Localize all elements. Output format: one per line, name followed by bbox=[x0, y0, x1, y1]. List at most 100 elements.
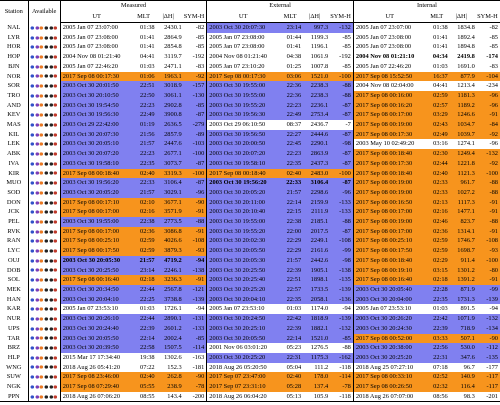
delta-h-cell: 1691.0 bbox=[447, 61, 475, 72]
delta-h-cell: 111.2 bbox=[301, 362, 329, 373]
mlt-cell: 22:35 bbox=[425, 294, 448, 305]
delta-h-cell: 2298.6 bbox=[301, 187, 329, 198]
available-cell bbox=[28, 129, 61, 140]
sym-h-cell: -121 bbox=[181, 284, 208, 295]
mlt-cell: 02:32 bbox=[425, 382, 448, 392]
sym-h-cell: -88 bbox=[181, 217, 208, 227]
ut-cell: 2017 Sep 07 23:31:10 bbox=[206, 382, 280, 392]
delta-h-cell: 1196.1 bbox=[301, 42, 329, 53]
table-row: BRZ 2003 Oct 30 20:39:50 22:58 1507.5 -114 20… bbox=[0, 343, 500, 353]
ut-cell: 2003 Oct 30 19:56:30 bbox=[60, 110, 133, 121]
ut-cell: 2003 Oct 30 20:26:20 bbox=[353, 314, 426, 324]
ut-cell: 2017 Sep 08 00:25:10 bbox=[60, 236, 133, 247]
delta-h-cell: 1905.1 bbox=[301, 265, 329, 276]
delta-h-cell: 3236.3 bbox=[154, 275, 182, 285]
available-cell bbox=[28, 294, 61, 305]
ut-cell: 2017 Sep 08 00:16:40 bbox=[353, 275, 426, 285]
ut-cell: 2003 Oct 30 20:01:50 bbox=[60, 81, 133, 91]
sym-h-cell: -234 bbox=[474, 81, 500, 91]
mlt-cell: 22:35 bbox=[279, 158, 302, 169]
availability-dots bbox=[30, 170, 59, 177]
ut-cell: 2017 Sep 08 00:17:00 bbox=[353, 207, 426, 218]
availability-dots bbox=[30, 189, 59, 196]
delta-h-cell: 1746.7 bbox=[447, 236, 475, 247]
sym-h-cell: -94 bbox=[181, 255, 208, 266]
ut-cell: 2003 Oct 30 20:00:50 bbox=[206, 139, 280, 150]
sym-h-cell: -92 bbox=[474, 129, 500, 140]
availability-dots bbox=[30, 180, 59, 187]
available-cell bbox=[28, 100, 61, 111]
delta-h-cell: 2854.8 bbox=[154, 42, 182, 53]
sym-h-cell: -100 bbox=[474, 255, 500, 266]
delta-h-cell: 1034.7 bbox=[447, 120, 475, 130]
availability-dots bbox=[30, 44, 59, 51]
mlt-cell: 22:14 bbox=[279, 333, 302, 344]
available-cell bbox=[28, 323, 61, 334]
delta-h-cell: 2238.3 bbox=[301, 90, 329, 101]
station-cell: TRO bbox=[0, 90, 29, 101]
delta-h-cell: 1175.3 bbox=[301, 352, 329, 363]
ut-cell: 2017 Sep 08 00:16:20 bbox=[353, 100, 426, 111]
available-cell bbox=[28, 265, 61, 276]
ut-cell: 2004 Nov 08 01:21:10 bbox=[353, 52, 426, 62]
sym-h-cell: -92 bbox=[474, 158, 500, 169]
mlt-cell: 02:59 bbox=[132, 236, 155, 247]
table-row: OUJ 2003 Oct 30 20:05:30 21:57 4719.2 -94 200… bbox=[0, 255, 500, 266]
delta-h-cell: 911.4 bbox=[447, 255, 475, 266]
ut-cell: 2003 Oct 30 20:39:50 bbox=[60, 343, 133, 353]
mlt-cell: 02:44 bbox=[425, 158, 448, 169]
table-row: TAR 2003 Oct 30 20:05:50 22:14 2002.4 -85 200… bbox=[0, 333, 500, 344]
delta-h-cell: 116.4 bbox=[447, 382, 475, 392]
available-cell bbox=[28, 149, 61, 159]
ut-cell: 2005 Jan 07 23:07:00 bbox=[353, 22, 426, 33]
ut-cell: 2018 Aug 26 06:04:20 bbox=[206, 391, 280, 403]
mlt-cell: 02:33 bbox=[425, 187, 448, 198]
delta-h-cell: 2236.1 bbox=[301, 100, 329, 111]
availability-dots bbox=[30, 335, 59, 342]
available-cell bbox=[28, 333, 61, 344]
column-header: |ΔH| bbox=[301, 11, 329, 23]
mlt-cell: 01:44 bbox=[279, 32, 302, 43]
sym-h-cell: -78 bbox=[328, 382, 354, 392]
mlt-cell: 04:38 bbox=[279, 52, 302, 62]
delta-h-cell: 2185.1 bbox=[301, 217, 329, 227]
available-header: Available bbox=[28, 0, 61, 23]
mlt-cell: 02:40 bbox=[425, 168, 448, 179]
ut-cell: 2005 Jan 07 23:08:00 bbox=[206, 32, 280, 43]
delta-h-cell: 3073.7 bbox=[154, 158, 182, 169]
mlt-cell: 22:31 bbox=[279, 352, 302, 363]
ut-cell: 2017 Sep 08 00:17:30 bbox=[60, 71, 133, 82]
delta-h-cell: 140.9 bbox=[447, 372, 475, 383]
available-cell bbox=[28, 226, 61, 237]
mlt-cell: 22:33 bbox=[132, 178, 155, 188]
mlt-cell: 03:29 bbox=[425, 110, 448, 121]
availability-dots bbox=[30, 228, 59, 235]
mlt-cell: 05:28 bbox=[279, 382, 302, 392]
mlt-cell: 16:37 bbox=[425, 71, 448, 82]
available-cell bbox=[28, 22, 61, 33]
mlt-cell: 21:57 bbox=[132, 187, 155, 198]
station-cell: NAL bbox=[0, 22, 29, 33]
delta-h-cell: 137.4 bbox=[301, 382, 329, 392]
available-cell bbox=[28, 32, 61, 43]
delta-h-cell: 1027.2 bbox=[447, 187, 475, 198]
ut-cell: 2005 Jan 07 23:08:00 bbox=[206, 42, 280, 53]
sym-h-cell: -135 bbox=[328, 275, 354, 285]
mlt-cell: 22:44 bbox=[132, 314, 155, 324]
station-cell: RAN bbox=[0, 236, 29, 247]
sym-h-cell: -100 bbox=[328, 71, 354, 82]
delta-h-cell: 3106.4 bbox=[154, 178, 182, 188]
delta-h-cell: 1189.2 bbox=[447, 100, 475, 111]
mlt-cell: 22:58 bbox=[132, 343, 155, 353]
availability-dots bbox=[30, 73, 59, 80]
mlt-cell: 22:23 bbox=[132, 149, 155, 159]
sym-h-cell: -89 bbox=[181, 129, 208, 140]
mlt-cell: 22:23 bbox=[279, 149, 302, 159]
ut-cell: 2003 Oct 30 20:02:30 bbox=[206, 236, 280, 247]
delta-h-cell: 1071.9 bbox=[447, 314, 475, 324]
ut-cell: 2003 Oct 30 20:04:00 bbox=[353, 294, 426, 305]
delta-h-cell: 530.0 bbox=[447, 343, 475, 353]
station-cell: NOR bbox=[0, 71, 29, 82]
